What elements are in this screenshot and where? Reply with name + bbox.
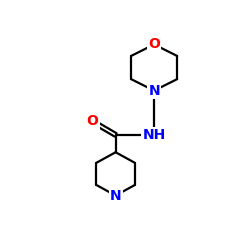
Text: O: O [86,114,99,128]
Text: NH: NH [142,128,166,142]
Text: N: N [148,84,160,98]
Text: O: O [148,38,160,52]
Text: N: N [110,188,122,202]
